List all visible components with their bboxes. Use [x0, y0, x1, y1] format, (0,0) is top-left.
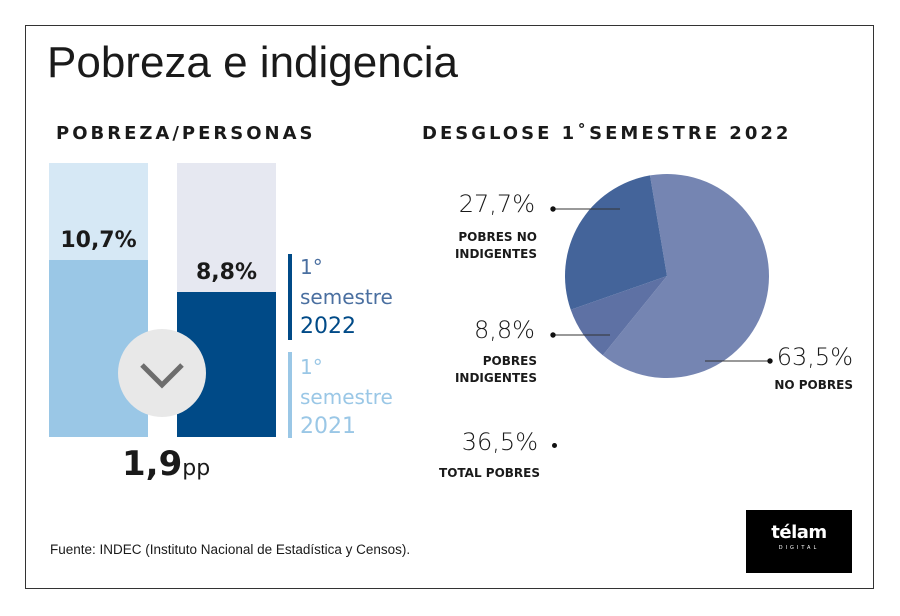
pie-slice-no-pobres	[602, 174, 770, 378]
difference-value: 1,9	[122, 444, 183, 484]
logo-subtext: DIGITAL	[778, 545, 820, 551]
bar-chart-title: POBREZA/PERSONAS	[56, 123, 316, 144]
legend-2022: 1° semestre 2022	[300, 252, 393, 342]
pie-label-value: 27,7%	[458, 190, 535, 218]
frame	[25, 25, 874, 589]
legend-year: 2022	[300, 314, 356, 339]
leader-dot	[550, 206, 556, 212]
legend-bar-2022	[288, 254, 292, 340]
legend-line: semestre	[300, 385, 393, 409]
legend-line: 1°	[300, 255, 323, 279]
page-title: Pobreza e indigencia	[47, 38, 458, 87]
telam-logo: télam DIGITAL	[746, 510, 852, 573]
legend-line: 1°	[300, 355, 323, 379]
bar-value-label: 8,8%	[195, 259, 257, 285]
legend-line: semestre	[300, 285, 393, 309]
total-value: 36,5%	[461, 428, 538, 456]
leader-dot	[767, 358, 773, 364]
bar-value-label: 10,7%	[60, 228, 137, 254]
legend-bar-2021	[288, 352, 292, 438]
pie-label-value: 8,8%	[474, 316, 535, 344]
source-note: Fuente: INDEC (Instituto Nacional de Est…	[50, 542, 411, 557]
total-dot	[552, 443, 557, 448]
chevron-down-icon	[118, 329, 206, 417]
logo-text: télam	[771, 522, 827, 543]
difference-unit: pp	[182, 456, 211, 481]
difference-label: 1,9pp	[122, 444, 210, 484]
legend-2021: 1° semestre 2021	[300, 352, 393, 442]
legend-year: 2021	[300, 414, 356, 439]
pie-label-name: POBRES NO INDIGENTES	[454, 230, 537, 261]
pie-label-name: POBRES INDIGENTES	[454, 354, 537, 385]
pie-label-name: NO POBRES	[774, 378, 853, 392]
total-name: TOTAL POBRES	[439, 466, 540, 480]
pie-chart-title: DESGLOSE 1˚SEMESTRE 2022	[422, 123, 792, 144]
leader-dot	[550, 332, 556, 338]
pie-label-value: 63,5%	[776, 343, 853, 371]
